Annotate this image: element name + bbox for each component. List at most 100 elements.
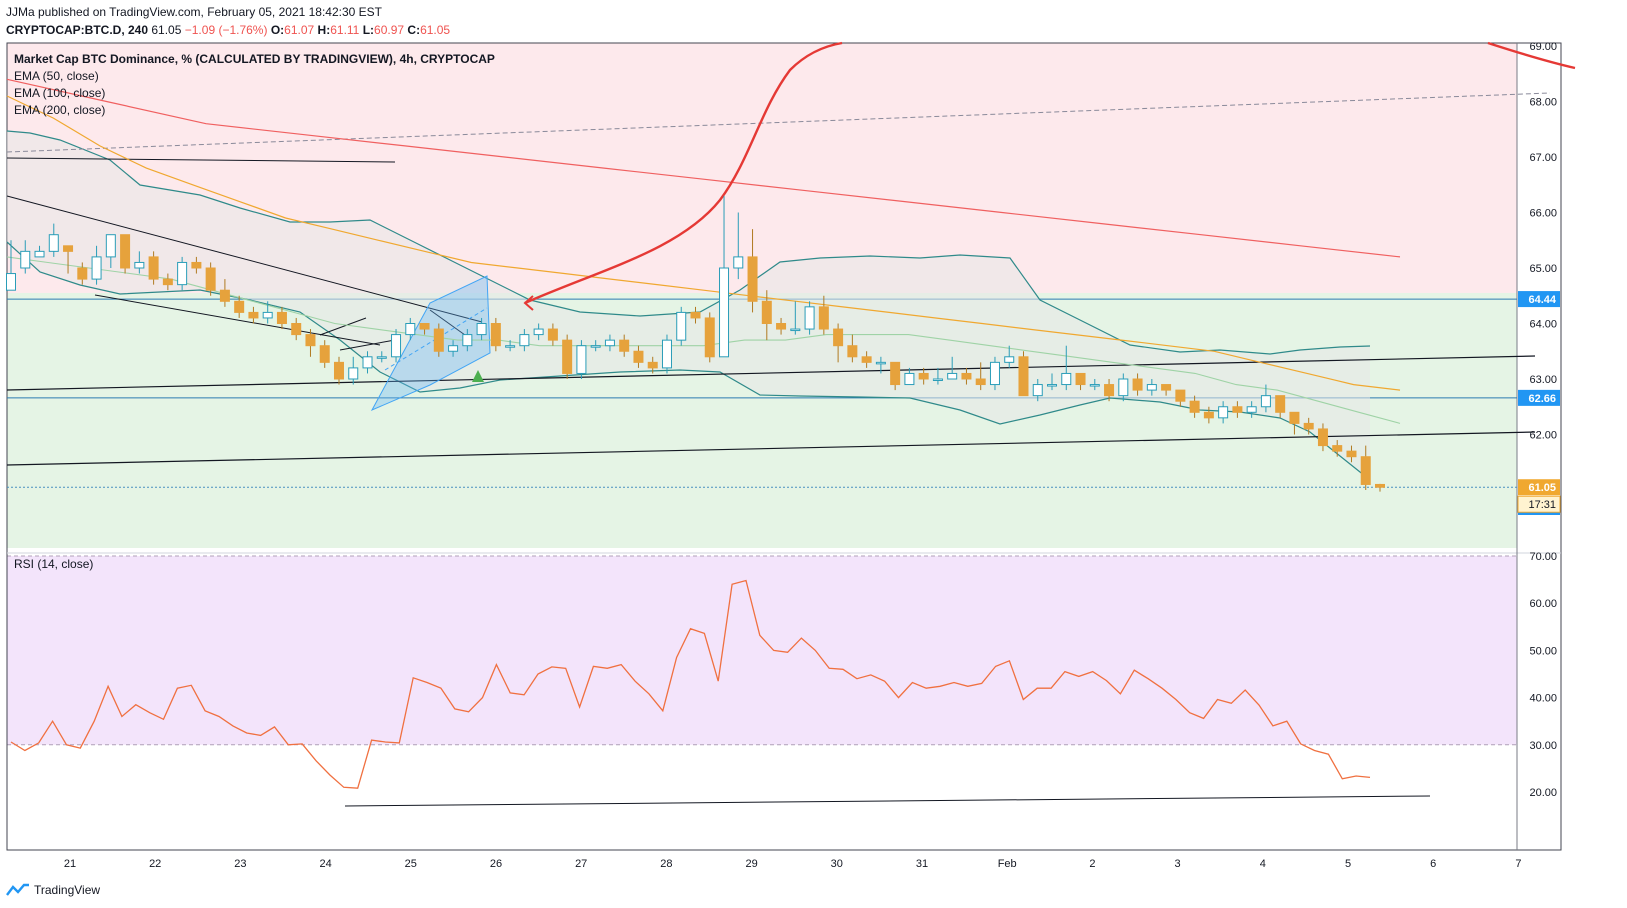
price-tick-5: 66.00	[1529, 208, 1557, 220]
high-label: H:	[317, 23, 331, 37]
candle-44	[633, 345, 644, 368]
candle-42	[604, 334, 615, 352]
candle-73	[1047, 373, 1058, 391]
candle-body-52	[747, 256, 758, 302]
footer-brand[interactable]: TradingView	[6, 883, 100, 897]
candle-body-80	[1146, 384, 1157, 391]
time-tick-12: 2	[1089, 858, 1095, 870]
candle-89	[1275, 395, 1286, 418]
candle-45	[647, 356, 658, 374]
candle-94	[1346, 445, 1357, 463]
candle-95	[1360, 445, 1371, 490]
candle-body-74	[1061, 372, 1072, 386]
last-price: 61.05	[151, 23, 182, 37]
ema200-legend[interactable]: EMA (200, close)	[14, 103, 106, 117]
candle-body-67	[961, 372, 972, 380]
candle-body-77	[1104, 384, 1115, 397]
rsi-trend-line	[344, 795, 1431, 807]
trend-line-2	[6, 355, 1536, 391]
time-tick-15: 5	[1345, 858, 1351, 870]
candle-79	[1132, 373, 1143, 396]
candle-92	[1317, 423, 1328, 452]
candle-70	[1004, 345, 1015, 368]
candle-body-91	[1303, 422, 1314, 430]
candle-body-85	[1218, 406, 1229, 419]
candle-19	[276, 306, 287, 330]
candle-body-5	[77, 267, 88, 280]
candle-32	[462, 329, 473, 352]
price-tag-bg-0	[1518, 291, 1560, 308]
candle-0	[6, 240, 16, 291]
time-tick-0: 21	[64, 858, 76, 870]
time-tick-2: 23	[234, 858, 246, 870]
candle-body-30	[433, 328, 444, 352]
trend-line-8	[429, 309, 466, 336]
candle-93	[1332, 440, 1343, 457]
candle-body-40	[576, 345, 587, 374]
candle-body-28	[405, 323, 416, 336]
candle-body-62	[890, 361, 901, 386]
time-tick-6: 27	[575, 858, 587, 870]
trend-line-7	[339, 339, 396, 351]
candle-82	[1175, 389, 1186, 407]
rsi-tick-3: 50.00	[1529, 645, 1557, 657]
rsi-legend[interactable]: RSI (14, close)	[14, 557, 94, 571]
candle-body-55	[790, 328, 801, 332]
candle-body-2	[34, 250, 45, 258]
time-tick-16: 6	[1430, 858, 1436, 870]
candle-body-66	[947, 372, 958, 380]
candle-body-81	[1161, 384, 1172, 391]
candle-body-70	[1004, 356, 1015, 363]
candle-body-63	[904, 372, 915, 386]
candle-body-14	[205, 267, 216, 291]
candle-body-41	[590, 345, 601, 348]
ema100-legend[interactable]: EMA (100, close)	[14, 86, 106, 100]
candle-body-87	[1246, 406, 1257, 413]
close-label: C:	[407, 23, 421, 37]
candle-23	[333, 356, 344, 385]
open-label: O:	[270, 23, 285, 37]
publisher-line: JJMa published on TradingView.com, Febru…	[6, 5, 383, 19]
candle-16	[234, 295, 245, 318]
candle-66	[947, 356, 958, 380]
time-tick-11: Feb	[998, 858, 1017, 870]
candle-29	[419, 323, 430, 335]
candle-81	[1161, 384, 1172, 396]
candle-1	[20, 240, 31, 274]
time-tick-9: 30	[831, 858, 843, 870]
candle-77	[1104, 379, 1115, 402]
ema200-line	[6, 78, 1401, 258]
candle-body-32	[462, 334, 473, 347]
candle-43	[619, 334, 630, 357]
candle-body-25	[362, 356, 373, 369]
trend-line-4	[6, 92, 1551, 153]
price-tag-bg-1	[1518, 389, 1560, 406]
high-value: 61.11	[330, 23, 360, 37]
rsi-line	[10, 579, 1371, 789]
candle-body-86	[1232, 406, 1243, 413]
candle-74	[1061, 345, 1072, 391]
candle-59	[847, 334, 858, 363]
candle-90	[1289, 411, 1300, 435]
candle-7	[105, 234, 116, 268]
footer-brand-label: TradingView	[34, 883, 101, 897]
candle-body-54	[776, 323, 787, 330]
ema50-legend[interactable]: EMA (50, close)	[14, 69, 99, 83]
rsi-band	[7, 556, 1517, 745]
candle-31	[448, 340, 459, 357]
candle-body-76	[1089, 384, 1100, 387]
candle-body-20	[291, 323, 302, 336]
candle-body-24	[348, 367, 359, 380]
blue-channel	[370, 275, 491, 412]
candle-body-8	[120, 234, 131, 269]
candle-body-93	[1332, 445, 1343, 452]
candle-28	[405, 317, 416, 341]
candle-91	[1303, 417, 1314, 435]
candle-65	[932, 367, 943, 385]
candle-body-57	[818, 306, 829, 330]
time-tick-3: 24	[319, 858, 331, 870]
trend-line-1	[6, 195, 483, 323]
ema100-line	[6, 95, 1401, 391]
candle-body-38	[547, 328, 558, 341]
